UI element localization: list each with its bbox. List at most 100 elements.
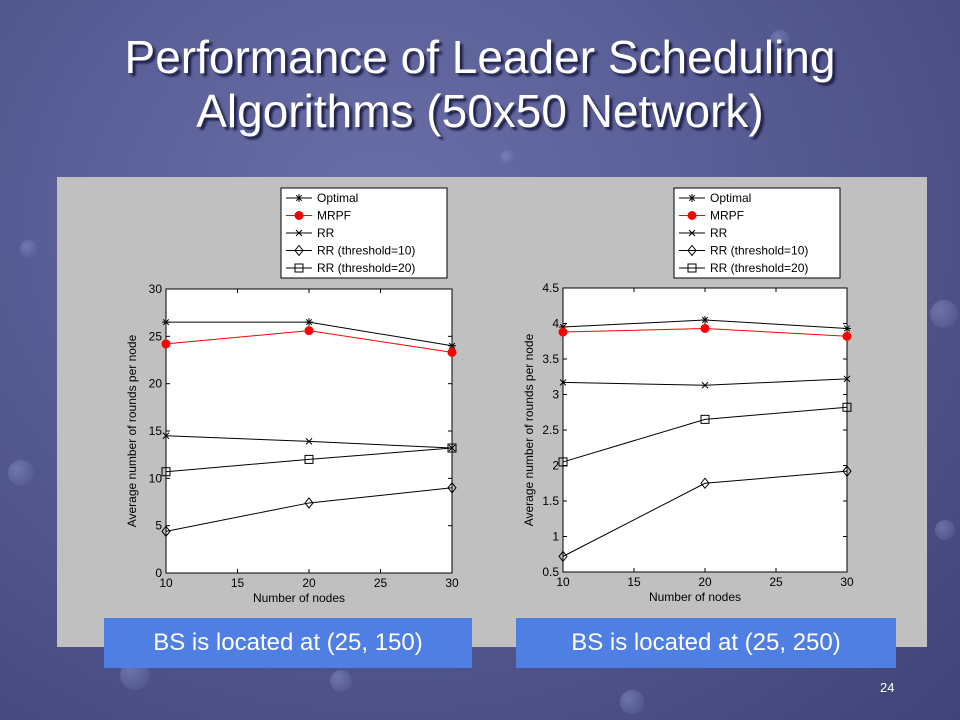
data-point (304, 497, 314, 509)
data-point (162, 432, 170, 440)
background-bubble (620, 690, 644, 714)
series-line (562, 470, 848, 557)
background-bubble (20, 240, 38, 258)
y-tick-label: 1.5 (542, 494, 559, 508)
series-line (165, 447, 453, 473)
y-axis-label: Average number of rounds per node (522, 333, 536, 526)
x-tick-label: 15 (231, 576, 245, 590)
data-point (305, 438, 313, 445)
data-point (447, 443, 457, 453)
background-bubble (930, 300, 958, 328)
y-tick-label: 0 (155, 566, 162, 580)
data-point (842, 465, 852, 477)
data-point (559, 379, 567, 386)
slide-title-line-1: Performance of Leader Scheduling (124, 31, 836, 83)
data-point (448, 341, 456, 350)
legend-label: RR (threshold=10) (317, 244, 415, 258)
x-axis-label: Number of nodes (649, 590, 741, 604)
chart-2: 10 15 20 25 30 0.5 1 1.5 2 2.5 3 3.5 4 4.5 Number of n… (522, 187, 854, 604)
background-bubble (500, 150, 516, 166)
data-point (842, 331, 852, 341)
y-tick-label: 20 (149, 377, 163, 391)
y-tick-label: 2.5 (542, 423, 559, 437)
data-point (559, 323, 567, 332)
background-bubble (8, 460, 34, 486)
data-point (701, 315, 709, 324)
plot-area (562, 287, 848, 573)
background-bubble (330, 670, 352, 692)
data-point (700, 323, 710, 333)
y-tick-label: 4.5 (542, 281, 559, 295)
legend-marker (294, 211, 304, 220)
legend-marker (687, 211, 697, 220)
y-tick-label: 3.5 (542, 352, 559, 366)
slide-title: Performance of Leader Scheduling Algorit… (0, 30, 960, 138)
data-point (161, 339, 171, 349)
legend-label: MRPF (317, 209, 351, 223)
legend-label: RR (threshold=10) (710, 244, 808, 258)
series-line (562, 406, 848, 463)
data-point (558, 550, 568, 563)
data-point (304, 326, 314, 336)
x-tick-label: 30 (840, 575, 854, 589)
legend-label: RR (317, 226, 335, 240)
legend-label: Optimal (317, 191, 358, 205)
data-point (843, 324, 851, 333)
data-point (305, 318, 313, 327)
data-point (558, 327, 568, 337)
x-tick-label: 10 (556, 575, 570, 589)
data-point (700, 477, 710, 490)
data-point (700, 414, 710, 424)
x-tick-label: 30 (445, 576, 459, 590)
legend-label: RR (threshold=20) (317, 261, 415, 275)
legend-label: RR (threshold=20) (710, 261, 808, 275)
x-tick-label: 20 (302, 576, 316, 590)
legend-marker (295, 229, 303, 237)
y-tick-label: 1 (552, 530, 559, 544)
data-point (701, 381, 709, 389)
x-axis-label: Number of nodes (253, 591, 345, 605)
legend-marker (687, 263, 697, 273)
slide-title-line-2: Algorithms (50x50 Network) (196, 85, 764, 137)
background-bubble (770, 30, 790, 50)
y-tick-label: 0.5 (542, 565, 559, 579)
y-tick-label: 3 (552, 388, 559, 402)
legend-marker (687, 244, 697, 257)
caption-right: BS is located at (25, 250) (516, 618, 896, 668)
y-axis-label: Average number of rounds per node (125, 334, 139, 527)
data-point (161, 525, 171, 538)
data-point (161, 467, 171, 477)
data-point (842, 402, 852, 412)
caption-left: BS is located at (25, 150) (104, 618, 472, 668)
plot-area (165, 288, 453, 574)
data-point (162, 318, 170, 327)
data-point (447, 481, 457, 494)
y-tick-label: 5 (155, 519, 162, 533)
background-bubble (935, 520, 955, 540)
data-point (447, 347, 457, 357)
data-point (843, 375, 851, 383)
y-tick-label: 15 (149, 424, 163, 438)
x-tick-label: 10 (159, 576, 173, 590)
legend-marker (294, 244, 304, 257)
x-tick-label: 25 (769, 575, 783, 589)
data-point (304, 454, 314, 464)
y-tick-label: 10 (149, 471, 163, 485)
page-number: 24 (880, 680, 895, 695)
x-tick-label: 25 (374, 576, 388, 590)
legend-marker (688, 194, 696, 202)
y-tick-label: 25 (149, 329, 163, 343)
legend-label: RR (710, 226, 728, 240)
y-tick-label: 2 (552, 459, 559, 473)
y-tick-label: 30 (149, 282, 163, 296)
y-tick-label: 4 (552, 317, 559, 331)
legend-marker (295, 194, 303, 202)
legend-label: MRPF (710, 209, 744, 223)
legend-marker (294, 263, 304, 273)
x-tick-label: 20 (698, 575, 712, 589)
legend-label: Optimal (710, 191, 751, 205)
series-line (165, 487, 453, 532)
chart-1: 10 15 20 25 30 0 5 10 15 20 25 30 Number of nodes Ave… (125, 187, 459, 605)
x-tick-label: 15 (627, 575, 641, 589)
